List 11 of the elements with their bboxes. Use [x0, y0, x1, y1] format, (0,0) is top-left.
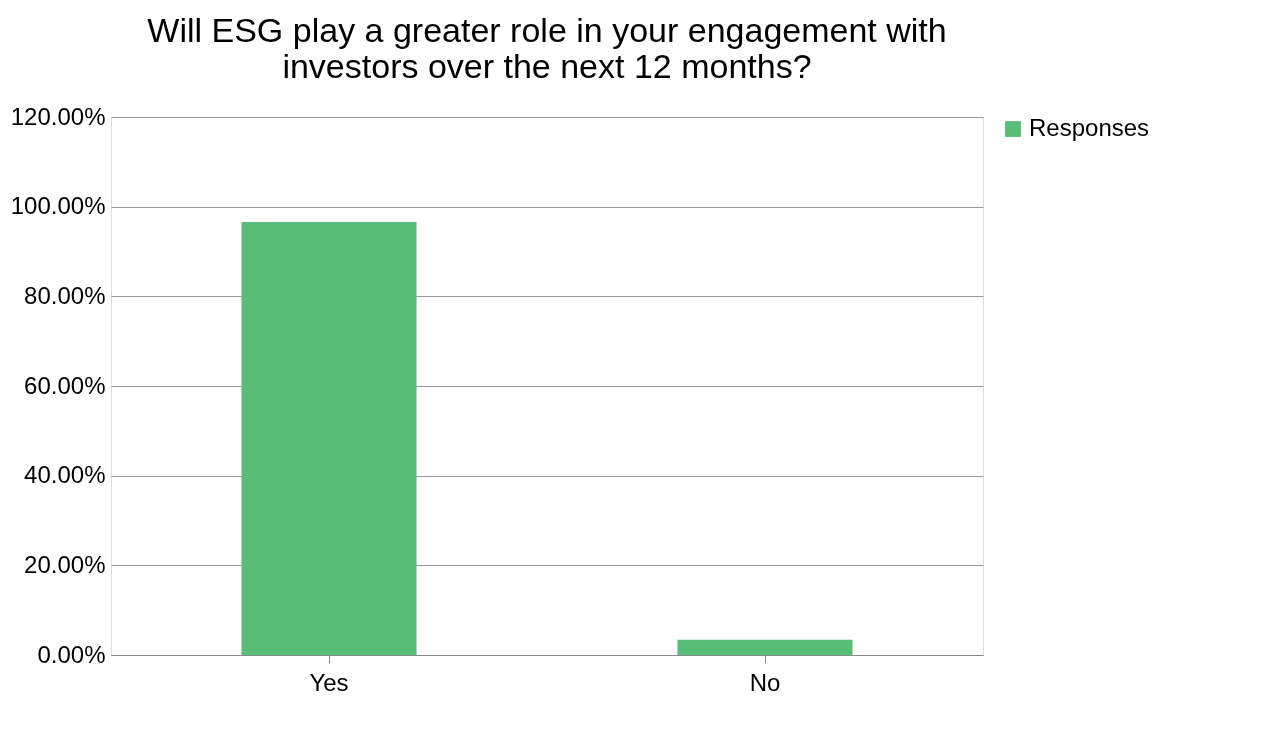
chart-title: Will ESG play a greater role in your engagement with investors over the next 12 months? [147, 11, 947, 85]
y-tick-label: 40.00% [24, 461, 106, 489]
y-tick-label: 20.00% [24, 550, 106, 578]
x-tick-label: No [749, 668, 781, 696]
y-tick-label: 120.00% [10, 102, 106, 130]
x-tick-label: Yes [309, 668, 349, 696]
y-tick-label: 100.00% [10, 192, 106, 220]
y-tick-label: 80.00% [24, 281, 106, 309]
y-tick-label: 0.00% [37, 640, 106, 668]
y-tick-label: 60.00% [24, 371, 106, 399]
legend-label: Responses [1029, 114, 1150, 141]
